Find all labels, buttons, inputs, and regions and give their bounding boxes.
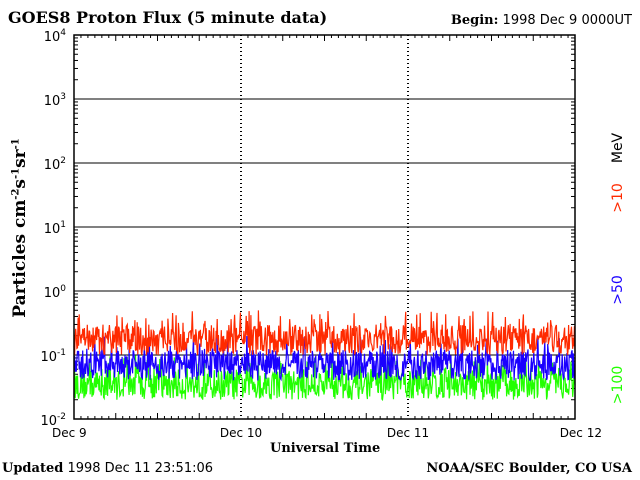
chart-title: GOES8 Proton Flux (5 minute data) — [8, 8, 328, 27]
y-tick-label: 101 — [44, 220, 66, 237]
energy-unit-label: MeV — [610, 132, 626, 164]
y-tick-label: 10-1 — [40, 348, 66, 365]
y-tick-label: 10-2 — [40, 412, 66, 429]
begin-time: Begin: 1998 Dec 9 0000UT — [451, 13, 632, 28]
legend-series-gt100: >100 — [610, 365, 626, 405]
x-tick-label: Dec 12 — [560, 426, 602, 440]
begin-value: 1998 Dec 9 0000UT — [502, 13, 632, 28]
updated-time: Updated 1998 Dec 11 23:51:06 — [2, 461, 213, 476]
x-tick-label: Dec 11 — [387, 426, 429, 440]
x-tick-label: Dec 10 — [220, 426, 262, 440]
begin-label: Begin: — [450, 13, 499, 28]
plot-frame — [73, 34, 576, 420]
legend-series-gt10: >10 — [610, 183, 626, 213]
series-line — [73, 310, 576, 356]
updated-value: 1998 Dec 11 23:51:06 — [67, 461, 214, 476]
y-tick-label: 104 — [44, 28, 67, 45]
legend-series-gt50: >50 — [610, 275, 626, 305]
credit-text: NOAA/SEC Boulder, CO USA — [426, 461, 632, 476]
series-line — [73, 335, 576, 382]
y-tick-label: 102 — [44, 156, 66, 173]
y-tick-label: 100 — [44, 284, 67, 301]
x-axis-label: Universal Time — [270, 441, 381, 456]
series-line — [73, 355, 576, 402]
updated-label: Updated — [2, 461, 64, 476]
x-tick-label: Dec 9 — [52, 426, 87, 440]
y-tick-label: 103 — [44, 92, 66, 109]
